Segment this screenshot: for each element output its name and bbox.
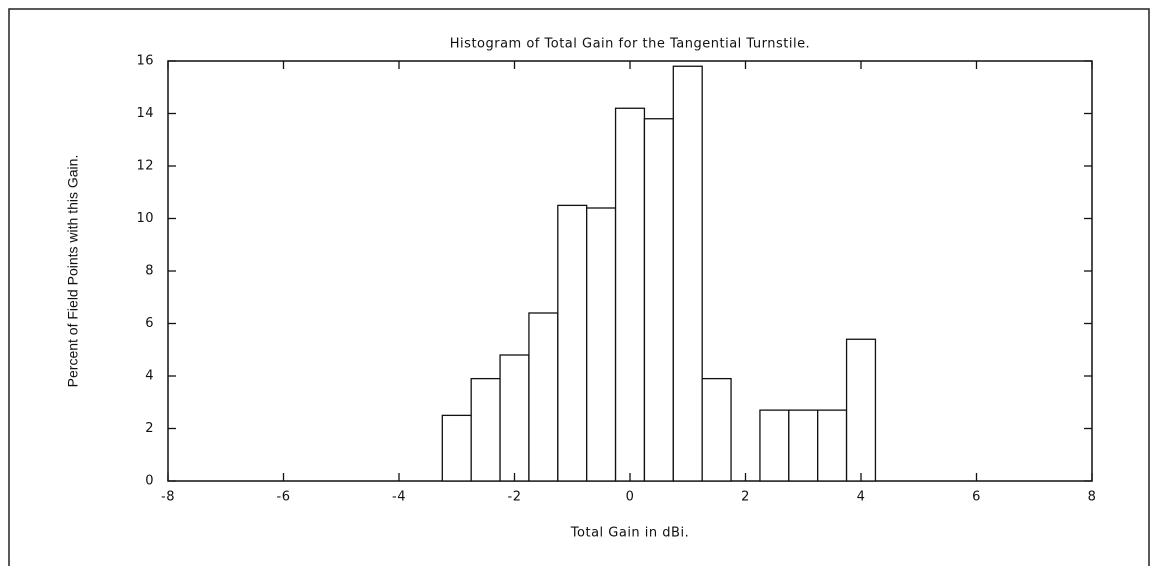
y-tick-label: 6 — [145, 316, 154, 331]
y-tick-label: 10 — [136, 211, 154, 226]
x-tick-label: -2 — [508, 490, 522, 505]
bar — [528, 312, 559, 482]
bar — [441, 414, 472, 482]
y-tick-label: 14 — [136, 106, 154, 121]
y-tick-label: 2 — [145, 421, 154, 436]
x-tick-label: -8 — [161, 490, 175, 505]
x-axis-label: Total Gain in dBi. — [570, 526, 689, 541]
x-tick-label: -6 — [277, 490, 291, 505]
bar — [470, 377, 501, 482]
bar — [701, 377, 732, 482]
y-tick-label: 8 — [145, 264, 154, 279]
y-tick-label: 12 — [136, 159, 154, 174]
x-tick-label: 4 — [857, 490, 866, 505]
y-tick-label: 0 — [145, 474, 154, 489]
bar — [614, 107, 646, 482]
x-tick-label: 2 — [741, 490, 750, 505]
y-tick-label: 4 — [145, 369, 154, 384]
x-tick-label: 0 — [626, 490, 635, 505]
bar — [586, 207, 617, 482]
y-axis-label: Percent of Field Points with this Gain. — [65, 155, 81, 388]
bar — [643, 118, 674, 482]
y-tick-label: 16 — [136, 54, 154, 69]
x-tick-label: -4 — [392, 490, 406, 505]
x-tick-label: 8 — [1088, 490, 1097, 505]
bar — [788, 409, 819, 482]
frame — [8, 8, 1150, 566]
bar — [557, 204, 588, 482]
x-tick-label: 6 — [972, 490, 981, 505]
bar — [672, 65, 703, 482]
bar — [845, 338, 877, 482]
bar — [759, 409, 790, 482]
bar — [817, 409, 848, 482]
chart-title: Histogram of Total Gain for the Tangenti… — [450, 37, 810, 52]
bar — [499, 354, 530, 482]
